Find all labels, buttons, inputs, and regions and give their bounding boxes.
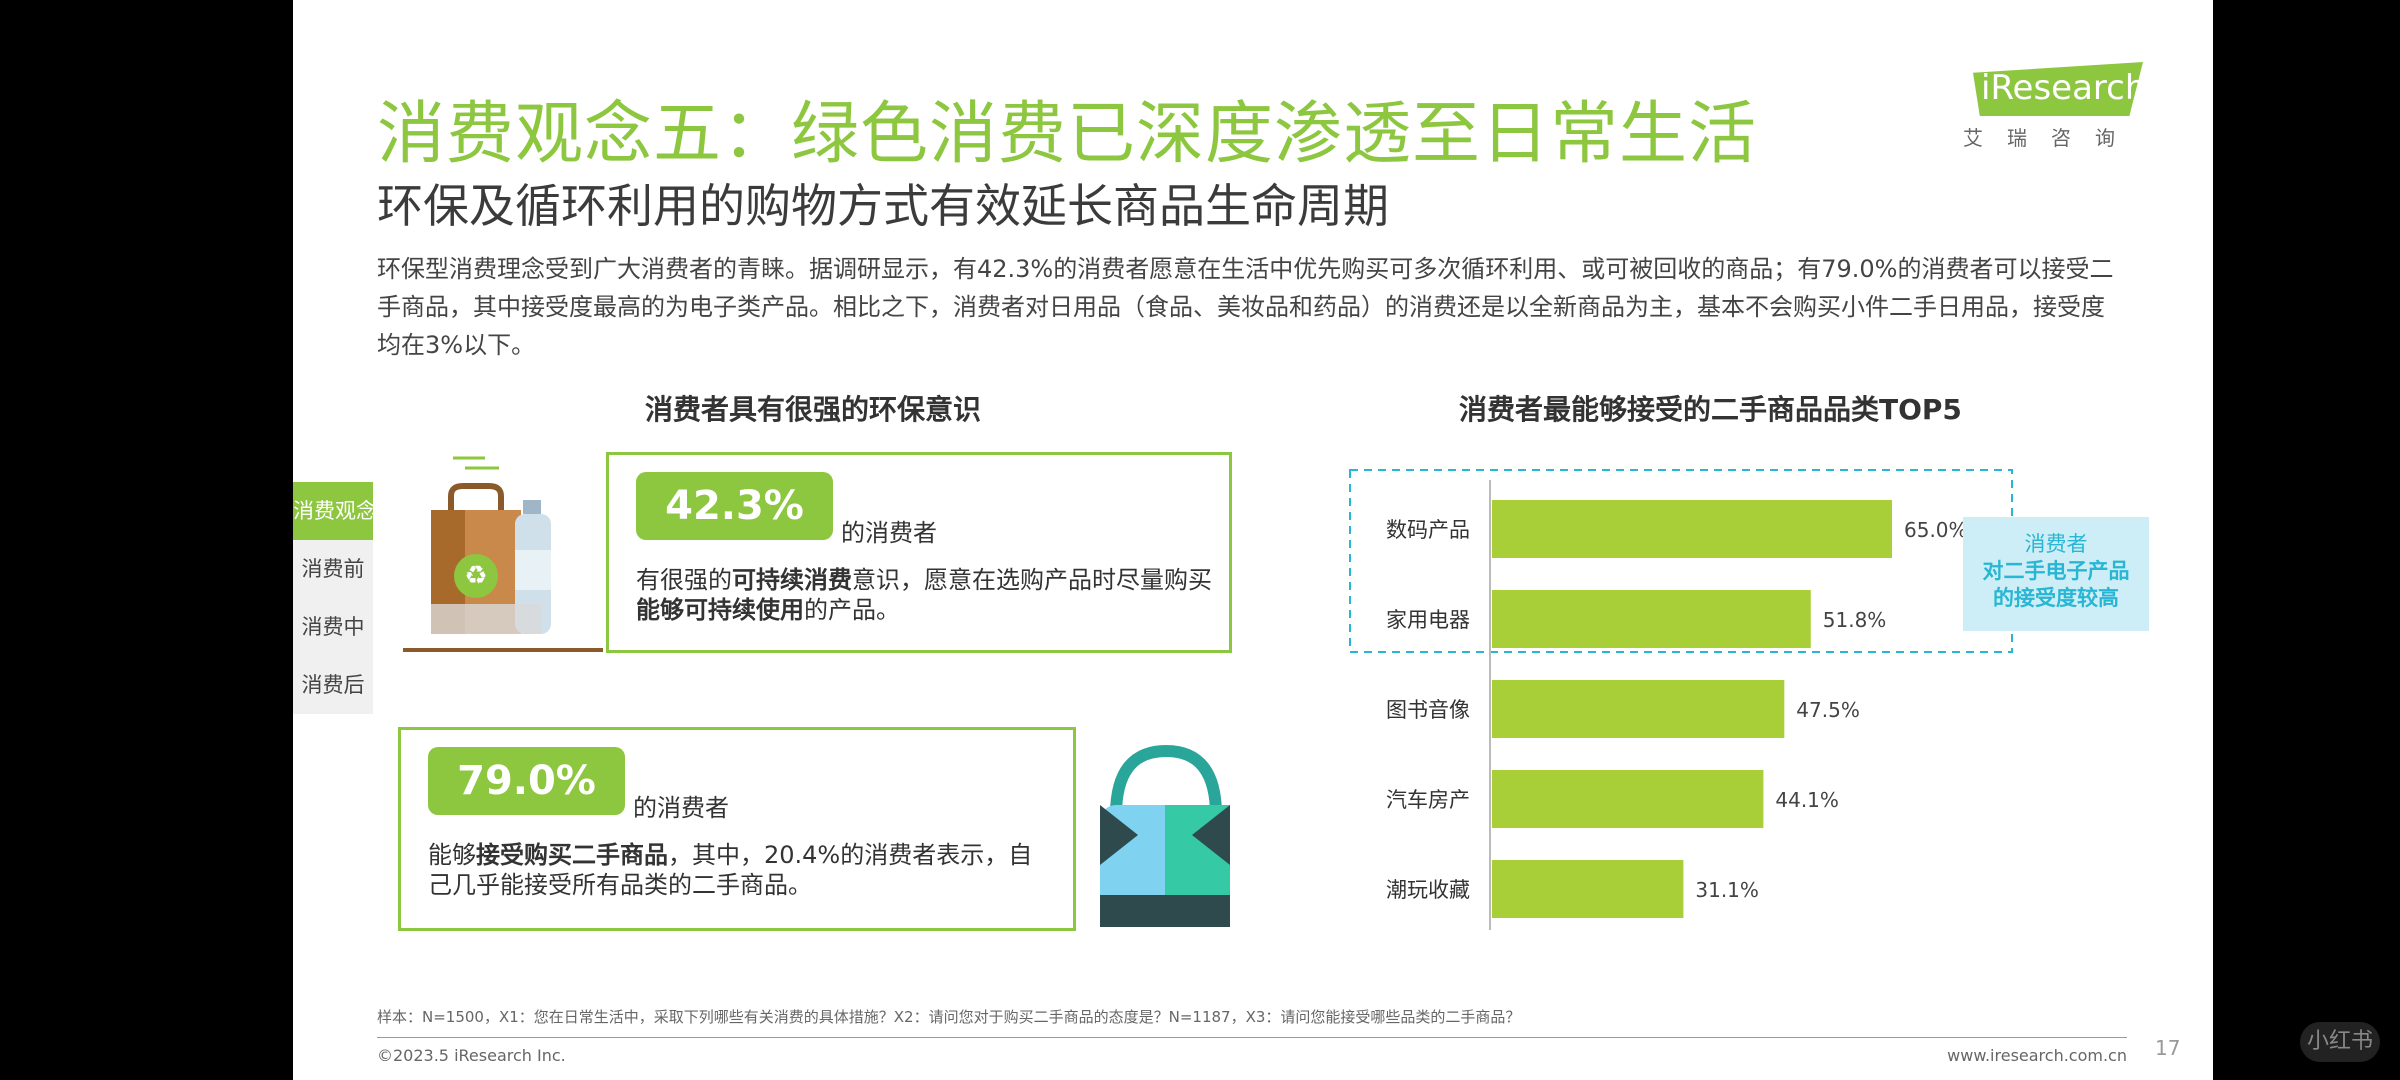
slide: 消费观念五：绿色消费已深度渗透至日常生活 环保及循环利用的购物方式有效延长商品生… [293, 0, 2213, 1080]
callout-line: 的接受度较高 [1993, 586, 2119, 610]
svg-text:♻: ♻ [464, 561, 487, 591]
iresearch-logo: iResearch 艾瑞咨询 [1963, 60, 2163, 150]
stat-description: 有很强的可持续消费意识，愿意在选购产品时尽量购买能够可持续使用的产品。 [636, 565, 1216, 625]
category-label: 图书音像 [1386, 698, 1470, 722]
callout-line: 对二手电子产品 [1982, 559, 2130, 583]
highlight-box [1349, 469, 2013, 653]
page-description: 环保型消费理念受到广大消费者的青睐。据调研显示，有42.3%的消费者愿意在生活中… [377, 255, 2114, 359]
category-label: 数码产品 [1386, 518, 1470, 542]
side-nav-item-before[interactable]: 消费前 [293, 540, 373, 598]
stat-percent-badge: 42.3% [636, 472, 833, 540]
side-nav: 消费观念 消费前 消费中 消费后 [293, 482, 373, 714]
left-section-title: 消费者具有很强的环保意识 [645, 393, 982, 426]
value-label: 51.8% [1823, 608, 1887, 632]
website-link[interactable]: www.iresearch.com.cn [1947, 1046, 2127, 1065]
callout-line: 消费者 [2024, 532, 2088, 556]
bar-chart: 数码产品 65.0% 家用电器 51.8% 图书音像 47.5% 汽车房产 44.1% 潮玩收藏… [1349, 469, 2013, 930]
category-label: 汽车房产 [1386, 788, 1470, 812]
text-segment: 意识，愿意在选购产品时尽量购买 [852, 566, 1212, 594]
logo-subtext: 艾瑞咨询 [1963, 126, 2139, 150]
logo-mark-icon [1973, 62, 2143, 116]
side-nav-item-after[interactable]: 消费后 [293, 656, 373, 714]
chart-title: 消费者最能够接受的二手商品品类TOP5 [1459, 393, 1962, 426]
value-label: 44.1% [1775, 788, 1839, 812]
footnote: 样本：N=1500，X1：您在日常生活中，采取下列哪些有关消费的具体措施？X2：… [377, 1008, 1521, 1026]
text-segment: 有很强的 [636, 566, 732, 594]
stat-percent-badge: 79.0% [428, 747, 625, 815]
recycle-bag-bottle-icon: ♻ [403, 456, 603, 652]
copyright: ©2023.5 iResearch Inc. [377, 1046, 566, 1065]
page-number: 17 [2155, 1036, 2181, 1060]
stat-description: 能够接受购买二手商品，其中，20.4%的消费者表示，自己几乎能接受所有品类的二手… [428, 840, 1038, 900]
text-bold-segment: 可持续消费 [732, 566, 852, 594]
stat-card-42: 42.3% 的消费者 有很强的可持续消费意识，愿意在选购产品时尽量购买能够可持续… [606, 452, 1232, 653]
text-segment: 能够 [428, 841, 476, 869]
chart-callout: 消费者 对二手电子产品 的接受度较高 [1963, 517, 2149, 631]
stat-card-79: 79.0% 的消费者 能够接受购买二手商品，其中，20.4%的消费者表示，自己几… [398, 727, 1076, 931]
text-segment: ，其中，20.4%的消费者表示，自己几乎能接受所有品类的二手商品。 [428, 841, 1033, 899]
page-title: 消费观念五：绿色消费已深度渗透至日常生活 [377, 95, 1758, 174]
side-nav-item-during[interactable]: 消费中 [293, 598, 373, 656]
logo-text: iResearch [1981, 68, 2147, 108]
side-nav-item-concept[interactable]: 消费观念 [293, 482, 373, 540]
shopping-bag-icon [1100, 745, 1230, 927]
footer-divider [377, 1037, 2127, 1038]
value-label: 65.0% [1904, 518, 1968, 542]
text-bold-segment: 能够可持续使用 [636, 596, 804, 624]
value-label: 31.1% [1695, 878, 1759, 902]
page-subtitle: 环保及循环利用的购物方式有效延长商品生命周期 [377, 179, 1389, 233]
text-bold-segment: 接受购买二手商品 [476, 841, 668, 869]
bar [1492, 860, 1684, 918]
bar [1492, 770, 1764, 828]
category-label: 潮玩收藏 [1386, 878, 1470, 902]
text-segment: 的产品。 [804, 596, 900, 624]
bar [1492, 500, 1892, 558]
bar [1492, 590, 1811, 648]
category-label: 家用电器 [1386, 608, 1470, 632]
stat-label: 的消费者 [633, 794, 729, 822]
bar [1492, 680, 1785, 738]
watermark: 小红书 [2300, 1022, 2380, 1062]
stat-label: 的消费者 [841, 519, 937, 547]
value-label: 47.5% [1796, 698, 1860, 722]
